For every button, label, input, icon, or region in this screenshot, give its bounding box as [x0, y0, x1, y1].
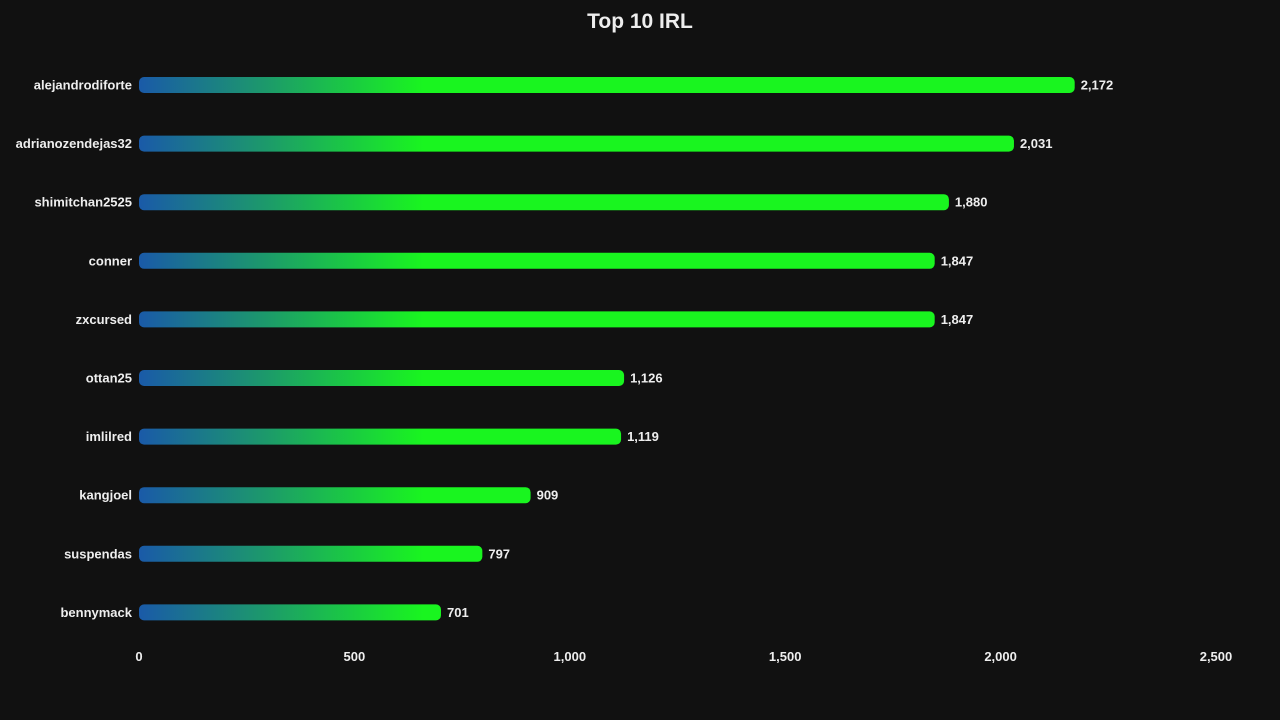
category-label: bennymack [60, 605, 132, 620]
x-axis-ticks: 0 500 1,000 1,500 2,000 2,500 [135, 649, 1232, 664]
category-label: imlilred [86, 429, 132, 444]
bar [139, 487, 531, 504]
value-label: 1,126 [630, 371, 663, 386]
chart-title: Top 10 IRL [587, 10, 693, 33]
category-labels: alejandrodiforte adrianozendejas32 shimitc… [16, 78, 133, 620]
value-label: 2,172 [1081, 78, 1114, 93]
value-label: 1,119 [627, 429, 659, 444]
value-label: 701 [447, 605, 469, 620]
category-label: alejandrodiforte [34, 78, 132, 93]
value-labels: 2,172 2,031 1,880 1,847 1,847 1,126 1,119 909 79… [447, 78, 1113, 620]
x-tick-label: 0 [135, 649, 142, 664]
bar [139, 77, 1075, 93]
x-tick-label: 2,000 [984, 649, 1017, 664]
bar [139, 252, 935, 269]
bar [139, 135, 1014, 152]
bar [139, 194, 949, 211]
bar [139, 311, 935, 328]
category-label: conner [89, 253, 132, 268]
value-label: 1,880 [955, 195, 988, 210]
bar [139, 428, 622, 445]
value-label: 1,847 [941, 312, 974, 327]
bar [139, 604, 441, 621]
x-tick-label: 2,500 [1200, 649, 1233, 664]
bar [139, 545, 483, 562]
bar [139, 370, 625, 386]
category-label: shimitchan2525 [34, 195, 132, 210]
value-label: 797 [488, 546, 510, 561]
value-label: 1,847 [941, 253, 974, 268]
category-label: ottan25 [86, 371, 132, 386]
bars [139, 77, 1075, 621]
category-label: suspendas [64, 546, 132, 561]
x-tick-label: 1,000 [554, 649, 587, 664]
value-label: 2,031 [1020, 136, 1053, 151]
category-label: zxcursed [76, 312, 132, 327]
x-tick-label: 500 [344, 649, 366, 664]
x-tick-label: 1,500 [769, 649, 802, 664]
category-label: adrianozendejas32 [16, 136, 132, 151]
value-label: 909 [537, 488, 559, 503]
category-label: kangjoel [79, 488, 132, 503]
